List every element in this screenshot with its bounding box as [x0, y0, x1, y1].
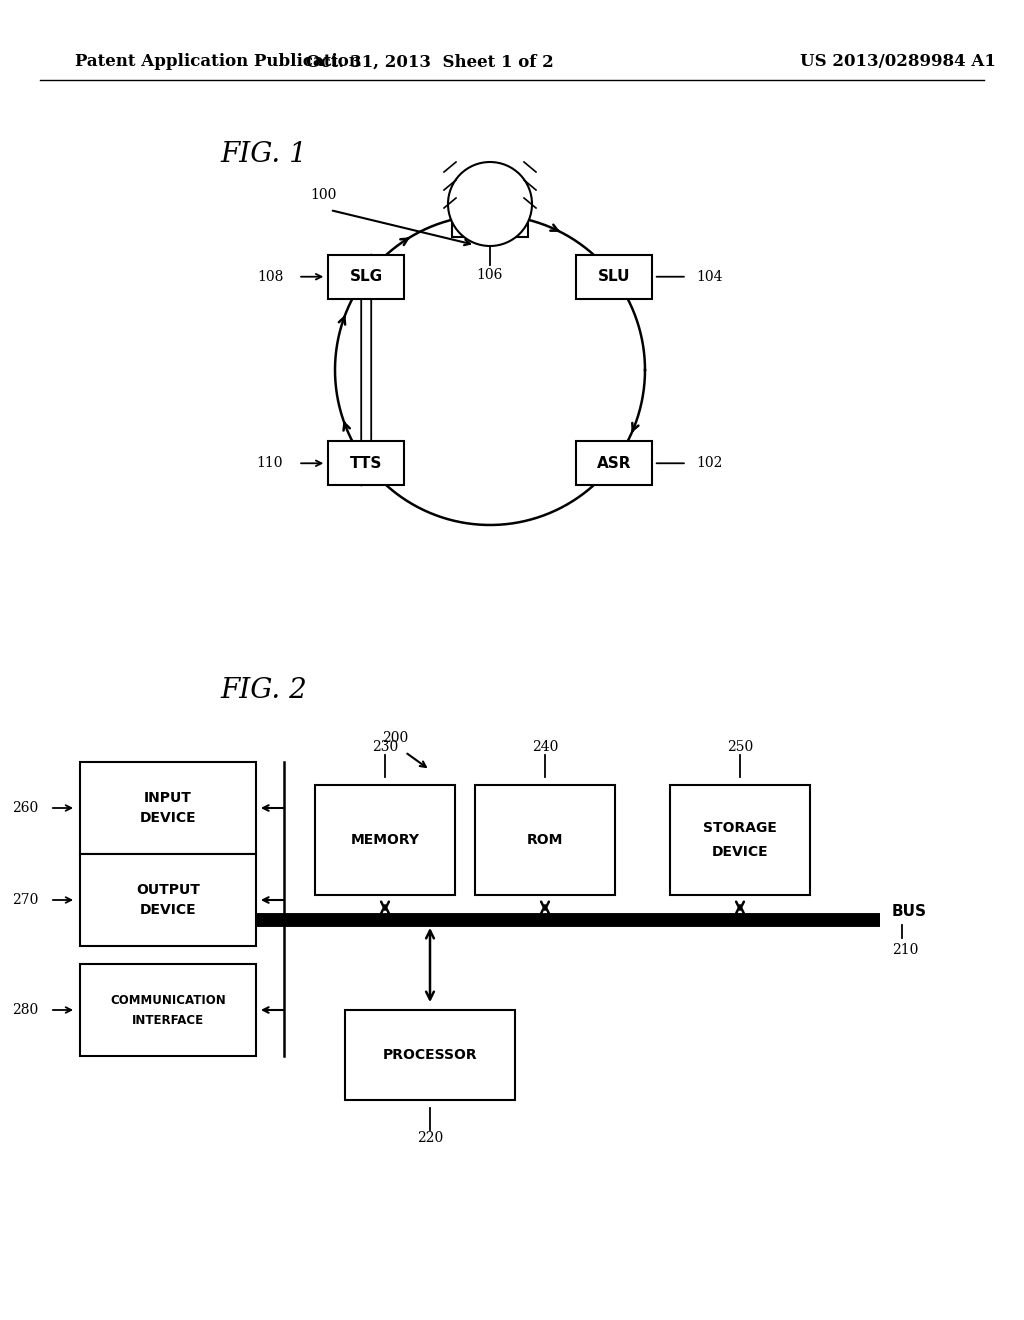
Text: OUTPUT: OUTPUT: [136, 883, 200, 898]
FancyBboxPatch shape: [475, 785, 615, 895]
Text: 210: 210: [892, 942, 919, 957]
Text: FIG. 1: FIG. 1: [220, 141, 307, 169]
Text: 110: 110: [257, 457, 284, 470]
Text: STORAGE: STORAGE: [703, 821, 777, 836]
Text: MEMORY: MEMORY: [350, 833, 420, 847]
Text: ASR: ASR: [597, 455, 631, 471]
FancyBboxPatch shape: [80, 964, 256, 1056]
FancyBboxPatch shape: [315, 785, 455, 895]
Text: COMMUNICATION: COMMUNICATION: [111, 994, 226, 1006]
FancyBboxPatch shape: [80, 762, 256, 854]
Text: 200: 200: [382, 731, 409, 744]
Text: 230: 230: [372, 741, 398, 754]
Text: 280: 280: [11, 1003, 38, 1016]
Text: DEVICE: DEVICE: [139, 810, 197, 825]
Text: Patent Application Publication: Patent Application Publication: [75, 54, 360, 70]
FancyBboxPatch shape: [575, 255, 652, 298]
Text: US 2013/0289984 A1: US 2013/0289984 A1: [800, 54, 996, 70]
FancyBboxPatch shape: [345, 1010, 515, 1100]
Text: 220: 220: [417, 1131, 443, 1144]
Text: DEVICE: DEVICE: [712, 845, 768, 859]
Text: BUS: BUS: [892, 904, 927, 920]
FancyBboxPatch shape: [329, 441, 404, 486]
Text: SLG: SLG: [349, 269, 383, 284]
Text: FIG. 2: FIG. 2: [220, 676, 307, 704]
Text: 240: 240: [531, 741, 558, 754]
Text: 100: 100: [310, 187, 336, 202]
Text: 106: 106: [477, 268, 503, 282]
FancyBboxPatch shape: [670, 785, 810, 895]
Text: 260: 260: [11, 801, 38, 814]
Text: DEVICE: DEVICE: [139, 903, 197, 917]
Text: 104: 104: [696, 269, 723, 284]
Text: INPUT: INPUT: [144, 791, 191, 805]
Text: SLU: SLU: [598, 269, 630, 284]
Text: TTS: TTS: [350, 455, 382, 471]
Text: 108: 108: [257, 269, 284, 284]
Text: Oct. 31, 2013  Sheet 1 of 2: Oct. 31, 2013 Sheet 1 of 2: [306, 54, 554, 70]
Circle shape: [449, 162, 532, 246]
FancyBboxPatch shape: [329, 255, 404, 298]
Text: DM: DM: [476, 207, 504, 223]
FancyBboxPatch shape: [452, 193, 528, 238]
FancyBboxPatch shape: [575, 441, 652, 486]
Text: ROM: ROM: [526, 833, 563, 847]
FancyBboxPatch shape: [80, 854, 256, 946]
Text: 270: 270: [11, 894, 38, 907]
Text: INTERFACE: INTERFACE: [132, 1014, 204, 1027]
Text: 250: 250: [727, 741, 753, 754]
Text: PROCESSOR: PROCESSOR: [383, 1048, 477, 1063]
Text: 102: 102: [696, 457, 723, 470]
